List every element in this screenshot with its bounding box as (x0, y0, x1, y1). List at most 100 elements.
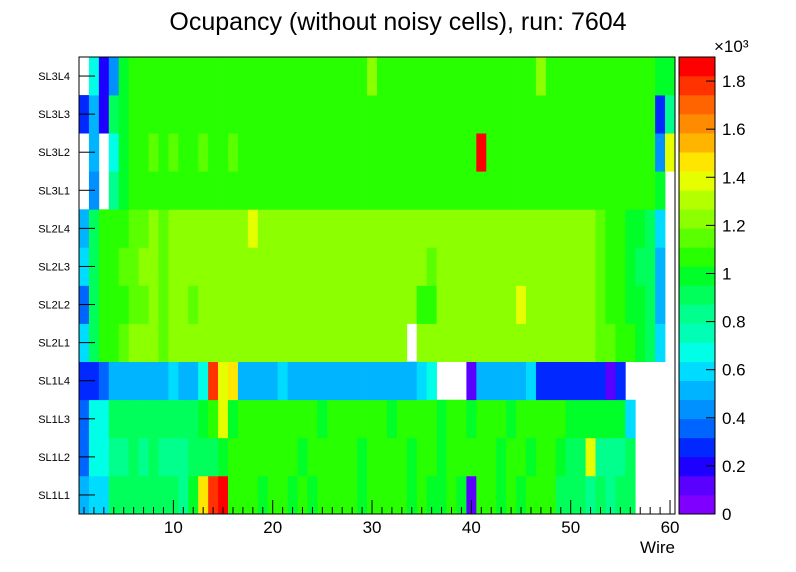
heatmap-cell (635, 133, 646, 172)
heatmap-cell (218, 95, 229, 134)
heatmap-cell (446, 323, 457, 363)
heatmap-cell (128, 437, 139, 477)
heatmap-cell (337, 399, 348, 439)
heatmap-cell (506, 209, 517, 248)
heatmap-cell (337, 171, 348, 210)
heatmap-cell (188, 247, 199, 286)
heatmap-cell (496, 133, 507, 172)
x-tick-label: 10 (164, 518, 183, 537)
heatmap-cell (297, 399, 308, 439)
heatmap-cell (456, 247, 467, 286)
heatmap-cell (565, 57, 577, 96)
heatmap-cell (347, 475, 358, 515)
color-bar-tick-label: 0.4 (722, 409, 746, 428)
heatmap-cell (426, 95, 437, 134)
heatmap-cell (178, 209, 189, 248)
heatmap-cell (645, 209, 656, 248)
heatmap-cell (545, 437, 557, 477)
heatmap-cell (168, 361, 179, 401)
heatmap-cell (526, 437, 537, 477)
heatmap-cell (218, 57, 229, 96)
heatmap-cell (98, 399, 110, 439)
heatmap-cell (188, 57, 199, 96)
heatmap-cell (456, 95, 467, 134)
heatmap-cell (337, 285, 348, 324)
heatmap-cell (317, 361, 328, 401)
heatmap-cell (396, 247, 408, 286)
heatmap-cell (446, 285, 457, 324)
heatmap-cell (277, 95, 288, 134)
heatmap-cell (208, 171, 219, 210)
heatmap-cell (486, 361, 497, 401)
y-tick-label: SL1L1 (38, 490, 70, 502)
heatmap-cell (327, 399, 338, 439)
heatmap-cell (317, 209, 328, 248)
heatmap-cell (98, 437, 110, 477)
heatmap-cell (327, 133, 338, 172)
heatmap-cell (158, 323, 169, 363)
heatmap-cell (377, 95, 388, 134)
heatmap-cell (237, 209, 249, 248)
heatmap-cell (327, 475, 338, 515)
color-bar-tick-label: 1.2 (722, 216, 746, 235)
color-bar-segment (679, 342, 715, 362)
heatmap-cell (585, 285, 596, 324)
heatmap-cell (406, 247, 418, 286)
heatmap-cell (575, 95, 586, 134)
heatmap-cell (545, 95, 557, 134)
heatmap-cell (297, 171, 308, 210)
heatmap-cell (307, 133, 318, 172)
heatmap-cell (496, 399, 507, 439)
heatmap-cell (496, 171, 507, 210)
heatmap-cell (317, 247, 328, 286)
heatmap-cell (635, 323, 646, 363)
heatmap-cell (526, 247, 537, 286)
heatmap-cell (456, 209, 467, 248)
heatmap-cell (575, 323, 586, 363)
heatmap-cell (396, 399, 408, 439)
heatmap-cell (257, 285, 269, 324)
heatmap-cell (426, 437, 437, 477)
heatmap-cell (565, 323, 577, 363)
heatmap-cell (575, 285, 586, 324)
heatmap-cell (595, 437, 606, 477)
x-tick-label: 60 (661, 518, 680, 537)
heatmap-cell (357, 323, 368, 363)
color-bar-segment (679, 456, 715, 477)
color-bar-tick-label: 0.8 (722, 313, 746, 332)
heatmap-cell (565, 361, 577, 401)
heatmap-cell (486, 171, 497, 210)
heatmap-cell (416, 285, 428, 324)
heatmap-cell (367, 475, 378, 515)
heatmap-cell (307, 399, 318, 439)
heatmap-cell (317, 171, 328, 210)
heatmap-cell (337, 95, 348, 134)
heatmap-cell (108, 437, 120, 477)
heatmap-cell (416, 361, 428, 401)
heatmap-cell (496, 209, 507, 248)
heatmap-cell (297, 437, 308, 477)
heatmap-cell (327, 285, 338, 324)
heatmap-cell (228, 171, 239, 210)
heatmap-cell (386, 95, 398, 134)
heatmap-cell (327, 95, 338, 134)
heatmap-cell (476, 399, 487, 439)
heatmap-cell (228, 209, 239, 248)
heatmap-cell (257, 247, 269, 286)
heatmap-cell (615, 209, 626, 248)
heatmap-cell (595, 247, 606, 286)
heatmap-cell (257, 361, 269, 401)
heatmap-cell (665, 133, 676, 172)
heatmap-cell (287, 57, 298, 96)
heatmap-cell (555, 209, 567, 248)
heatmap-cell (158, 95, 169, 134)
heatmap-cell (297, 95, 308, 134)
heatmap-cell (218, 475, 229, 515)
heatmap-cell (386, 133, 398, 172)
heatmap-cell (247, 95, 259, 134)
color-bar-tick-label: 1.8 (722, 72, 746, 91)
x-tick-label: 30 (363, 518, 382, 537)
heatmap-cell (386, 285, 398, 324)
heatmap-cell (476, 437, 487, 477)
heatmap-cell (565, 247, 577, 286)
